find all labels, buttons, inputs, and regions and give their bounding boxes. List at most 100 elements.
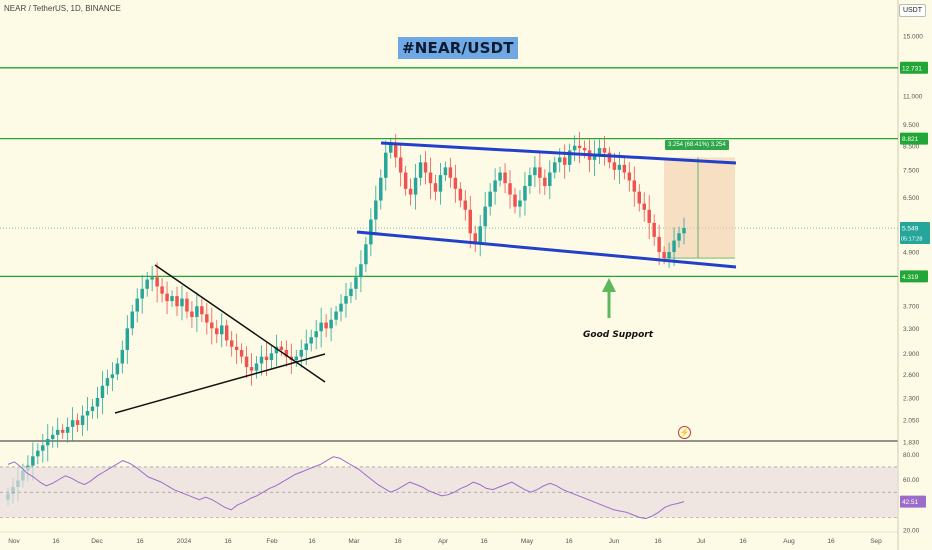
- candle-body: [443, 167, 448, 176]
- last-price-label: 5.549: [902, 226, 919, 233]
- candle-body: [503, 172, 507, 184]
- candle-body: [70, 420, 75, 427]
- price-tick-label: 6.500: [903, 195, 920, 202]
- candle-body: [433, 183, 438, 192]
- candle-body: [224, 325, 229, 341]
- candle-body: [682, 228, 686, 234]
- candle-body: [513, 194, 517, 207]
- support-arrow-head: [602, 278, 616, 292]
- candle-body: [413, 177, 418, 195]
- channel-bottom-line: [356, 230, 737, 269]
- price-tick-label: 7.500: [903, 167, 920, 174]
- candle-body: [523, 185, 527, 201]
- candle-body: [393, 143, 398, 158]
- candle-body: [314, 331, 318, 338]
- rsi-panel: [0, 456, 898, 520]
- price-tick-label: 3.700: [903, 304, 920, 311]
- candle-body: [215, 328, 219, 335]
- candle-body: [438, 175, 443, 192]
- candle-body: [334, 311, 338, 320]
- candle-body: [508, 183, 512, 195]
- candle-body: [100, 385, 105, 398]
- candle-body: [85, 411, 90, 416]
- candle-body: [175, 296, 179, 307]
- candle-body: [165, 293, 169, 302]
- candle-body: [180, 298, 184, 307]
- candle-body: [229, 340, 234, 347]
- candle-body: [140, 288, 144, 299]
- triangle-support-line: [114, 353, 326, 414]
- measure-label: 3.254 (68.41%) 3.254: [665, 140, 729, 150]
- level-label: 4.319: [902, 274, 919, 281]
- candle-body: [473, 233, 477, 245]
- candle-body: [150, 277, 154, 280]
- time-tick-label: 16: [739, 538, 747, 545]
- candle-body: [145, 279, 149, 289]
- rsi-current-label: 42.51: [902, 499, 919, 506]
- symbol-label[interactable]: NEAR / TetherUS, 1D, BINANCE: [4, 4, 121, 13]
- candle-body: [403, 172, 408, 189]
- candle-body: [60, 429, 65, 433]
- price-axis[interactable]: 15.000 11.000 9.500 8.500 7.500 6.500 4.900 3.7…: [899, 0, 932, 550]
- level-label: 8.821: [902, 136, 919, 143]
- candle-body: [612, 162, 617, 170]
- candle-body: [647, 209, 651, 223]
- candle-body: [622, 164, 627, 173]
- price-tick-label: 1.830: [903, 440, 920, 447]
- candle-body: [528, 175, 532, 186]
- candle-body: [274, 346, 279, 354]
- candle-body: [463, 200, 468, 210]
- candle-body: [324, 322, 328, 329]
- candle-body: [582, 148, 587, 151]
- candle-body: [304, 343, 308, 350]
- time-tick-label: Sep: [870, 538, 882, 545]
- candle-body: [239, 349, 244, 357]
- candle-body: [453, 177, 458, 189]
- candle-body: [344, 296, 348, 304]
- candle-body: [364, 244, 368, 265]
- candle-body: [55, 429, 60, 435]
- candle-body: [388, 143, 393, 153]
- candle-body: [483, 206, 487, 227]
- candle-body: [672, 240, 676, 253]
- candle-body: [244, 356, 249, 368]
- candle-body: [543, 177, 547, 186]
- candle-body: [359, 264, 363, 278]
- candle-body: [478, 226, 482, 245]
- rsi-line: [7, 456, 685, 520]
- time-tick-label: 16: [827, 538, 835, 545]
- time-tick-label: 16: [52, 538, 60, 545]
- level-label-box: [900, 270, 928, 283]
- candle-body: [597, 148, 602, 156]
- level-label-box: [900, 132, 928, 145]
- time-tick-label: 16: [224, 538, 232, 545]
- candle-body: [210, 322, 214, 329]
- candle-body: [408, 188, 413, 195]
- candle-body: [329, 319, 333, 329]
- candle-body: [557, 157, 562, 163]
- candle-body: [354, 277, 358, 289]
- time-tick-label: 16: [565, 538, 573, 545]
- candle-body: [632, 180, 637, 192]
- candle-body: [662, 252, 666, 259]
- candle-body: [170, 296, 174, 302]
- currency-label[interactable]: USDT: [898, 4, 926, 17]
- time-tick-label: Dec: [91, 538, 103, 545]
- candle-body: [105, 378, 110, 386]
- candle-body: [284, 349, 289, 357]
- candle-body: [90, 406, 95, 412]
- lightning-icon[interactable]: ⚡: [678, 426, 691, 439]
- price-tick-label: 15.000: [903, 34, 923, 41]
- rsi-band: [0, 466, 898, 518]
- time-tick-label: Nov: [8, 538, 20, 545]
- candle-body: [652, 222, 656, 237]
- time-axis[interactable]: Nov 16 Dec 16 2024 16 Feb 16 Mar 16 Apr 16 May 16 Jun 1…: [0, 531, 898, 545]
- candle-body: [607, 152, 612, 163]
- candle-body: [254, 363, 259, 371]
- candle-body: [219, 325, 224, 335]
- candle-body: [319, 322, 323, 332]
- candle-body: [125, 328, 130, 350]
- candle-body: [185, 298, 189, 312]
- time-tick-label: 2024: [177, 538, 192, 545]
